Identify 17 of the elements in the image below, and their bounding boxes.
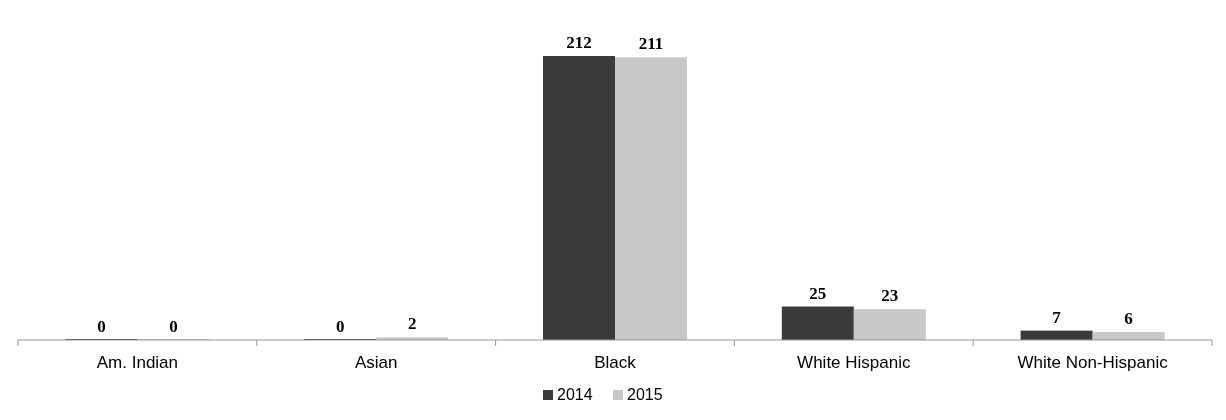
legend-label: 2014 — [557, 386, 593, 403]
data-label: 23 — [881, 286, 899, 306]
x-tick-label: Am. Indian — [96, 353, 179, 372]
data-label: 7 — [1052, 307, 1062, 327]
x-tick-label: Black — [594, 353, 637, 372]
data-label: 0 — [97, 317, 106, 336]
data-label: 2 — [407, 314, 417, 334]
data-label: 6 — [1124, 308, 1133, 328]
x-tick-label: White Non-Hispanic — [1017, 353, 1169, 372]
data-label: 211 — [638, 34, 664, 54]
x-tick-label: White Hispanic — [797, 353, 911, 372]
data-label: 0 — [169, 317, 178, 336]
data-label: 212 — [566, 33, 592, 52]
data-label: 25 — [809, 283, 827, 303]
x-tick-label: Asian — [354, 353, 398, 372]
data-label: 0 — [335, 317, 345, 336]
legend-label: 2015 — [627, 386, 663, 403]
